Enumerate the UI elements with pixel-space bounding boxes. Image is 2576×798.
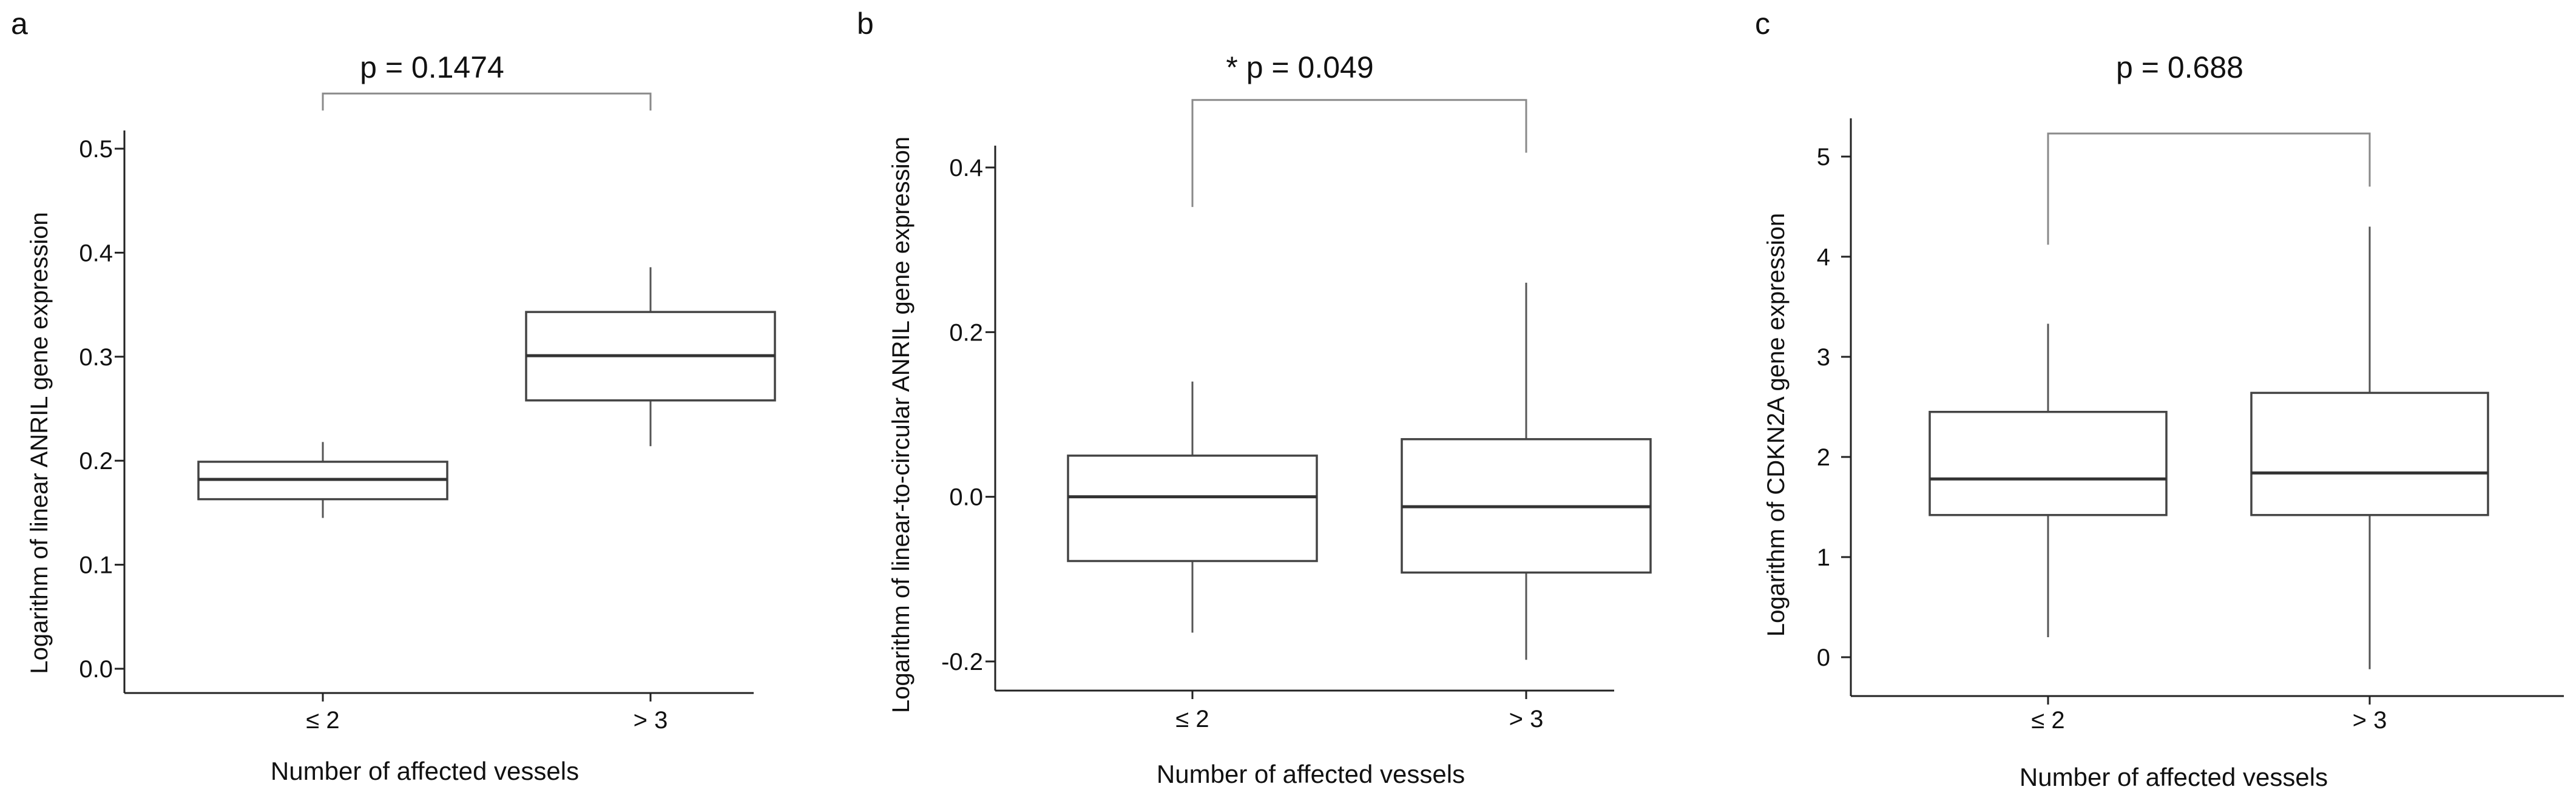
panel-c-significance-bracket: [2047, 132, 2371, 245]
panel-b-significance-bracket: [1191, 99, 1527, 208]
panel-a-label: a: [11, 7, 28, 41]
panel-a-y-tick-label: 0.0: [79, 656, 113, 683]
panel-c-y-tick-label: 0: [1817, 644, 1830, 671]
panel-c-y-tick-label: 1: [1817, 544, 1830, 571]
panel-b: b * p = 0.049 Logarithm of linear-to-cir…: [857, 7, 1652, 788]
panel-a-y-tick-label: 0.3: [79, 344, 113, 371]
panel-b-y-tick-label: -0.2: [941, 649, 983, 675]
panel-a-y-tick-label: 0.2: [79, 448, 113, 475]
panel-c-x-axis-title: Number of affected vessels: [2020, 763, 2328, 791]
panel-c-y-tick-label: 2: [1817, 444, 1830, 471]
panel-b-p-value: * p = 0.049: [1226, 50, 1373, 84]
panel-a-significance-bracket: [322, 92, 652, 111]
panel-a-y-tick-label: 0.4: [79, 240, 113, 266]
panel-c-box: [2250, 391, 2489, 516]
panel-a-category-label: > 3: [634, 707, 668, 734]
panel-c: c p = 0.688 Logarithm of CDKN2A gene exp…: [1755, 7, 2564, 791]
panel-a-y-axis-title: Logarithm of linear ANRIL gene expressio…: [26, 212, 53, 674]
panel-b-label: b: [857, 7, 874, 41]
panel-a-y-tick-label: 0.1: [79, 552, 113, 579]
panel-c-p-value: p = 0.688: [2116, 50, 2243, 84]
panel-a-x-axis-title: Number of affected vessels: [271, 757, 579, 785]
panel-c-category-label: ≤ 2: [2031, 707, 2064, 734]
panel-c-category-label: > 3: [2353, 707, 2387, 734]
panel-b-x-axis-title: Number of affected vessels: [1157, 760, 1465, 788]
panel-c-y-tick-label: 3: [1817, 344, 1830, 371]
panel-b-box: [1067, 455, 1318, 563]
panel-c-box: [1929, 411, 2168, 516]
panel-b-category-label: > 3: [1509, 706, 1544, 732]
panel-c-y-tick-label: 4: [1817, 244, 1830, 271]
panel-b-y-axis-title: Logarithm of linear-to-circular ANRIL ge…: [888, 137, 914, 713]
panel-c-y-axis-title: Logarithm of CDKN2A gene expression: [1763, 213, 1790, 637]
panel-a-category-label: ≤ 2: [306, 707, 339, 734]
panel-c-y-tick-label: 5: [1817, 144, 1830, 171]
panel-b-y-tick-label: 0.0: [949, 484, 983, 511]
panel-a: a p = 0.1474 Logarithm of linear ANRIL g…: [11, 7, 776, 785]
panel-a-y-tick-label: 0.5: [79, 136, 113, 163]
panel-b-category-label: ≤ 2: [1175, 706, 1209, 732]
panel-b-y-tick-label: 0.4: [949, 155, 983, 181]
panel-b-y-tick-label: 0.2: [949, 319, 983, 346]
panel-c-label: c: [1755, 7, 1770, 41]
panel-a-p-value: p = 0.1474: [360, 50, 504, 84]
